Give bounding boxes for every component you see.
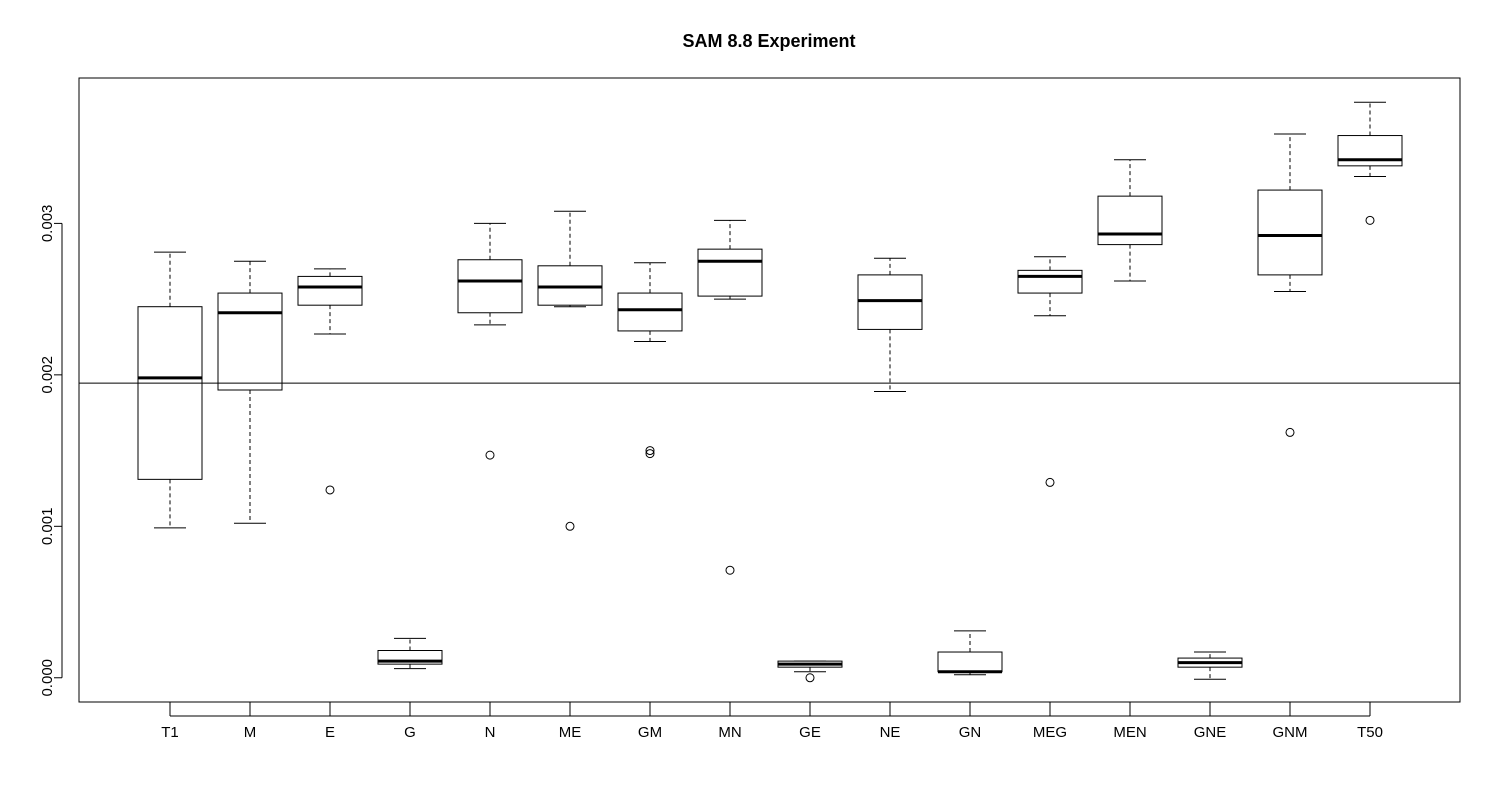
x-tick-label: E (325, 724, 335, 741)
y-tick-label: 0.001 (39, 508, 56, 546)
outlier-point (805, 673, 815, 683)
y-tick-label: 0.000 (39, 659, 56, 697)
x-tick-label: ME (559, 724, 582, 741)
box-n (457, 222, 523, 460)
x-tick-label: MN (718, 724, 741, 741)
x-tick-label: N (485, 724, 496, 741)
boxes-layer (137, 101, 1403, 683)
outlier-point (645, 449, 655, 459)
box-ne (857, 257, 923, 393)
outlier-point (325, 485, 335, 495)
box-iqr (137, 306, 203, 480)
box-iqr (1257, 189, 1323, 276)
outlier-point (1365, 215, 1375, 225)
box-iqr (1097, 195, 1163, 246)
outlier-point (1285, 427, 1295, 437)
x-tick-label: T1 (161, 724, 179, 741)
box-iqr (1017, 269, 1083, 294)
y-tick-label: 0.002 (39, 356, 56, 394)
box-iqr (617, 292, 683, 332)
box-gnm (1257, 133, 1323, 437)
box-iqr (217, 292, 283, 391)
chart-title: SAM 8.8 Experiment (682, 31, 855, 51)
box-gne (1177, 651, 1243, 680)
outlier-point (1045, 477, 1055, 487)
box-iqr (937, 651, 1003, 673)
x-tick-label: GM (638, 724, 662, 741)
box-iqr (537, 265, 603, 306)
x-tick-label: NE (880, 724, 901, 741)
x-tick-label: MEG (1033, 724, 1067, 741)
box-iqr (297, 275, 363, 306)
plot-frame (78, 77, 1461, 703)
box-g (377, 637, 443, 670)
box-iqr (697, 248, 763, 297)
outlier-point (485, 450, 495, 460)
outlier-point (645, 446, 655, 456)
x-tick-label: GNE (1194, 724, 1227, 741)
box-meg (1017, 256, 1083, 487)
x-tick-label: T50 (1357, 724, 1383, 741)
box-mn (697, 219, 763, 575)
x-tick-label: G (404, 724, 416, 741)
x-tick-label: GE (799, 724, 821, 741)
box-iqr (1337, 135, 1403, 167)
box-iqr (857, 274, 923, 330)
y-tick-label: 0.003 (39, 205, 56, 243)
box-t50 (1337, 101, 1403, 225)
box-gm (617, 262, 683, 459)
box-iqr (457, 259, 523, 314)
outlier-point (725, 565, 735, 575)
box-m (217, 260, 283, 524)
box-t1 (137, 251, 203, 529)
x-tick-label: GNM (1273, 724, 1308, 741)
box-e (297, 268, 363, 495)
box-ge (777, 660, 843, 683)
x-tick-label: GN (959, 724, 982, 741)
y-axis: 0.000 0.001 0.002 0.003 (39, 205, 63, 697)
x-axis: T1 M E G N ME GM MN GE NE GN MEG MEN GNE GNM T50 (161, 702, 1383, 741)
x-tick-label: M (244, 724, 257, 741)
box-me (537, 210, 603, 531)
outlier-point (565, 521, 575, 531)
x-tick-label: MEN (1113, 724, 1146, 741)
box-men (1097, 159, 1163, 282)
box-gn (937, 630, 1003, 676)
